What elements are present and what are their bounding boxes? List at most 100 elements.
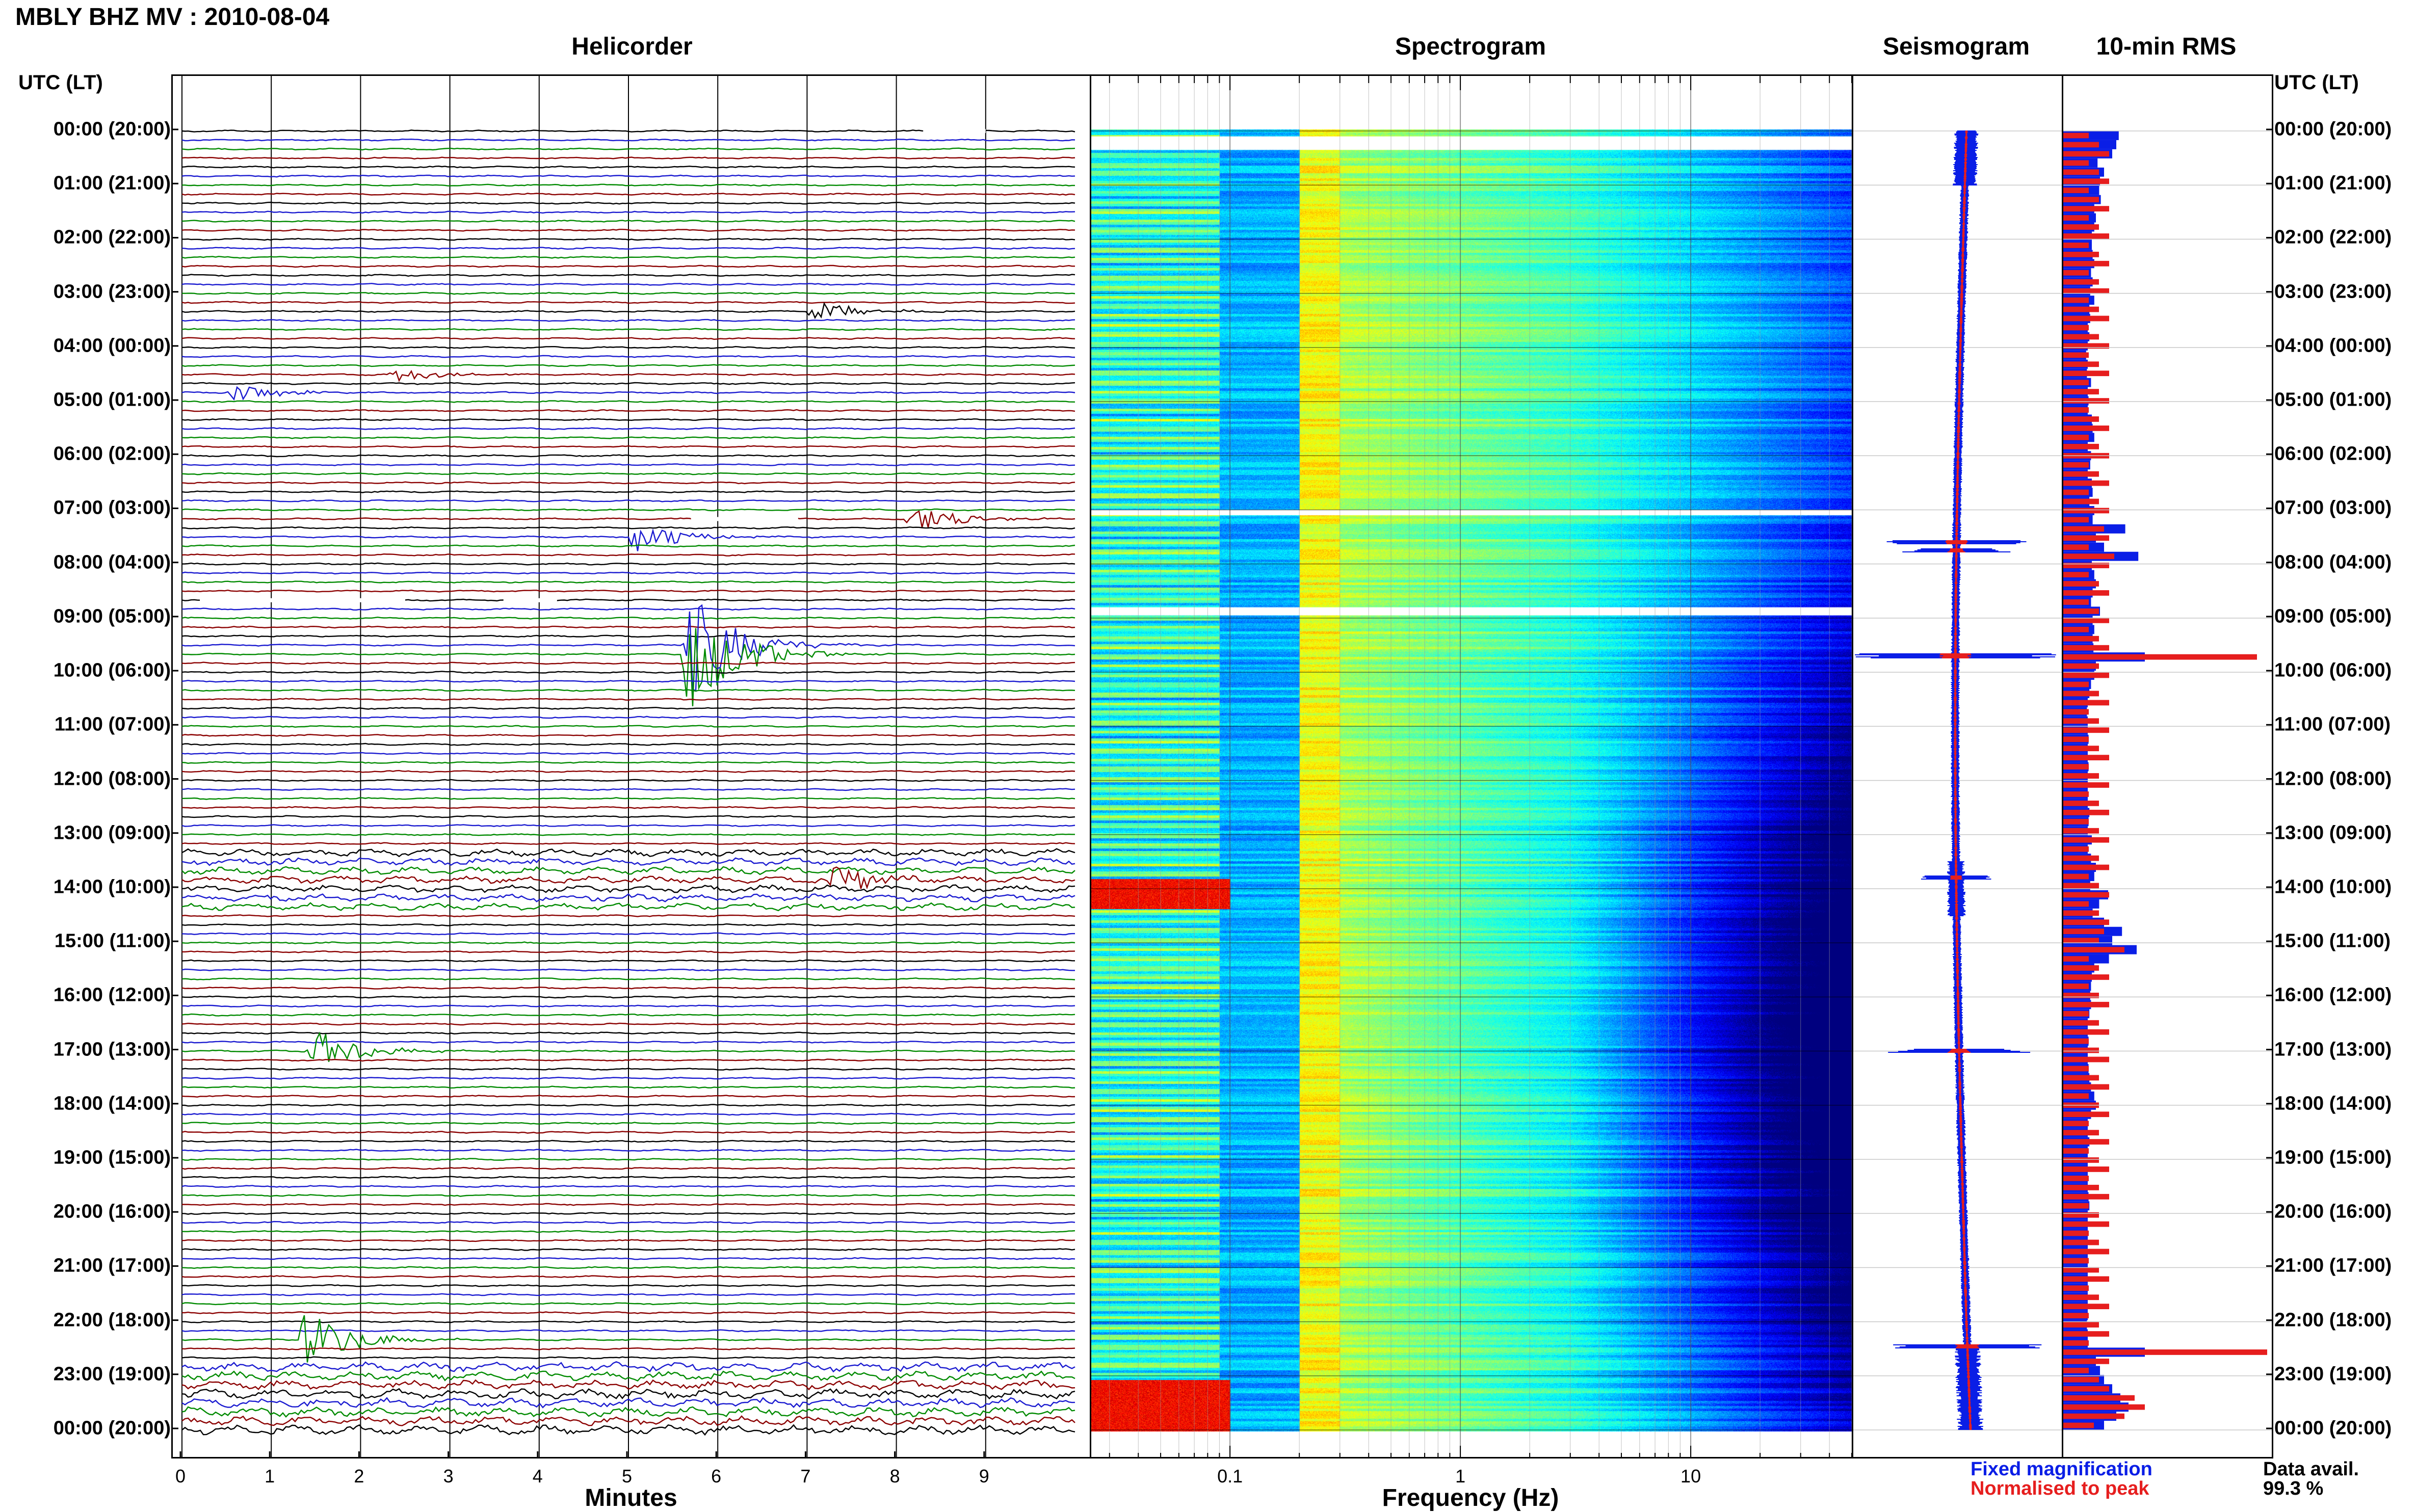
helicorder-trace: [181, 472, 1075, 475]
rms-normalised-bar: [2063, 1047, 2099, 1053]
rms-normalised-bar: [2063, 1367, 2089, 1373]
rms-normalised-bar: [2063, 288, 2109, 294]
helicorder-trace: [181, 1388, 1075, 1400]
rms-normalised-bar: [2063, 929, 2104, 935]
helicorder-trace: [181, 255, 1075, 259]
helicorder-trace: [181, 1361, 1075, 1373]
helicorder-trace: [181, 210, 1075, 214]
helicorder-trace: [181, 369, 1075, 382]
time-label-right: 06:00 (02:00): [2274, 443, 2392, 465]
time-label-left: 16:00 (12:00): [53, 984, 171, 1006]
rms-normalised-bar: [2063, 1322, 2099, 1328]
rms-normalised-bar: [2063, 910, 2099, 916]
rms-normalised-bar: [2063, 782, 2109, 788]
rms-normalised-bar: [2063, 883, 2099, 889]
rms-normalised-bar: [2063, 1331, 2109, 1337]
helicorder-trace: [181, 607, 1075, 611]
time-label-right: 18:00 (14:00): [2274, 1093, 2392, 1115]
time-label-left: 04:00 (00:00): [53, 335, 171, 357]
rms-normalised-bar: [2063, 480, 2109, 486]
rms-normalised-bar: [2063, 526, 2104, 532]
helicorder-trace: [181, 893, 1075, 903]
rms-normalised-bar: [2063, 1276, 2109, 1282]
helicorder-trace: [182, 950, 1075, 953]
rms-normalised-bar: [2063, 1386, 2109, 1392]
helicorder-trace: [181, 866, 1075, 876]
seismogram-title: Seismogram: [1882, 33, 2030, 60]
time-label-right: 00:00 (20:00): [2274, 118, 2392, 140]
time-label-left: 10:00 (06:00): [53, 659, 171, 681]
rms-normalised-bar: [2063, 178, 2109, 184]
helicorder-trace: [181, 770, 1075, 773]
helicorder-trace: [182, 833, 1075, 836]
helicorder-trace: [181, 616, 1075, 620]
rms-normalised-bar: [2063, 626, 2089, 632]
time-label-left: 05:00 (01:00): [53, 389, 171, 411]
time-label-left: 21:00 (17:00): [53, 1255, 171, 1277]
helicorder-trace: [181, 580, 1075, 584]
rms-normalised-bar: [2063, 645, 2109, 651]
helicorder-trace: [181, 1230, 1075, 1233]
rms-normalised-bar: [2063, 1203, 2089, 1209]
rms-normalised-bar: [2063, 590, 2109, 596]
helicorder-trace: [181, 156, 1075, 160]
rms-normalised-bar: [2063, 132, 2089, 139]
rms-normalised-bar: [2063, 224, 2099, 230]
helicorder-trace: [181, 761, 1075, 764]
rms-normalised-bar: [2063, 764, 2089, 770]
rms-normalised-bar: [2063, 1258, 2089, 1264]
helicorder-trace: [181, 1193, 1075, 1197]
helicorder-trace: [181, 1257, 1075, 1260]
rms-normalised-bar: [2063, 508, 2109, 514]
helicorder-trace: [181, 1130, 1075, 1134]
time-label-right: 14:00 (10:00): [2274, 876, 2392, 898]
helicorder-trace: [181, 337, 1075, 340]
time-label-right: 17:00 (13:00): [2274, 1039, 2392, 1060]
helicorder-trace: [181, 291, 1075, 295]
time-label-left: 03:00 (23:00): [53, 281, 171, 303]
helicorder-trace: [181, 463, 1075, 466]
helicorder-trace: [181, 1076, 1075, 1080]
time-label-left: 13:00 (09:00): [53, 822, 171, 844]
rms-normalised-bar: [2063, 1340, 2089, 1346]
time-label-right: 09:00 (05:00): [2274, 605, 2392, 627]
helicorder-trace: [181, 490, 1075, 494]
helicorder-x-tick-label: 1: [265, 1466, 275, 1487]
rms-normalised-bar: [2063, 901, 2089, 907]
rms-normalised-bar: [2063, 1395, 2135, 1401]
rms-normalised-bar: [2063, 1130, 2099, 1135]
rms-normalised-bar: [2063, 1166, 2109, 1172]
time-label-right: 16:00 (12:00): [2274, 984, 2392, 1006]
helicorder-trace: [181, 661, 1075, 665]
rms-normalised-bar: [2063, 837, 2109, 843]
rms-normalised-bar: [2063, 947, 2124, 952]
helicorder-grid: [181, 76, 986, 1457]
helicorder-trace: [181, 968, 1075, 972]
rms-normalised-bar: [2063, 1267, 2099, 1273]
helicorder-xlabel: Minutes: [585, 1484, 677, 1511]
helicorder-trace: [181, 1406, 1075, 1418]
rms-normalised-bar: [2063, 581, 2099, 587]
helicorder-trace: [181, 571, 1075, 575]
rms-normalised-bar: [2063, 389, 2099, 394]
rms-normalised-bar: [2063, 233, 2109, 239]
helicorder-trace: [181, 364, 1075, 367]
rms-normalised-bar: [2063, 489, 2089, 495]
rms-normalised-bar: [2063, 1304, 2109, 1310]
helicorder-gap: [691, 517, 798, 521]
spectrogram-x-tick-label: 1: [1455, 1466, 1466, 1487]
helicorder-trace: [181, 1031, 1075, 1062]
helicorder-x-tick-label: 6: [711, 1466, 722, 1487]
helicorder-trace: [181, 995, 1075, 999]
helicorder-trace: [181, 1275, 1075, 1278]
helicorder-trace: [181, 742, 1075, 746]
time-label-right: 22:00 (18:00): [2274, 1309, 2392, 1331]
rms-normalised-bar: [2063, 426, 2109, 431]
time-label-left: 19:00 (15:00): [53, 1147, 171, 1169]
time-header-left: UTC (LT): [18, 71, 103, 94]
time-label-left: 18:00 (14:00): [53, 1093, 171, 1115]
rms-normalised-bar: [2063, 1422, 2094, 1428]
helicorder-title: Helicorder: [571, 33, 693, 60]
helicorder-trace: [181, 1239, 1075, 1242]
helicorder-trace: [181, 779, 1075, 782]
